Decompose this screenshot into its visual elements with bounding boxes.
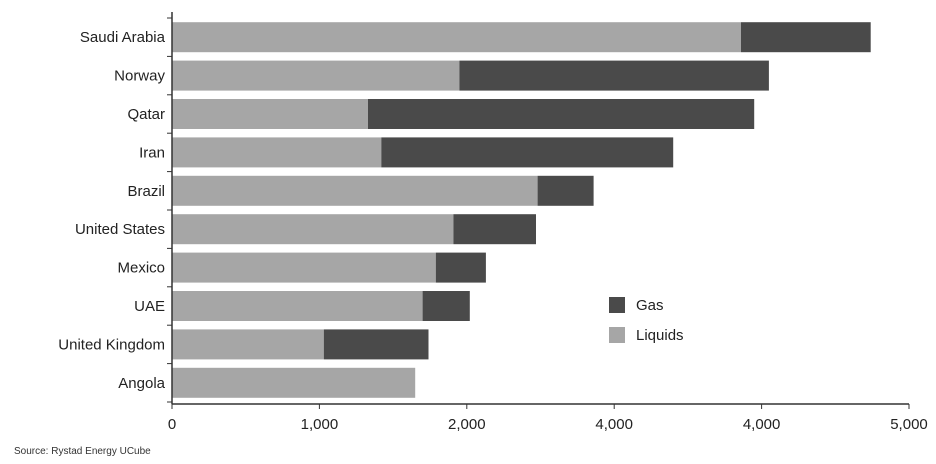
category-label: Norway xyxy=(114,68,165,85)
bar-liquids-mexico xyxy=(172,252,436,283)
bar-liquids-norway xyxy=(172,60,460,91)
bar-gas-norway xyxy=(459,60,769,91)
bar-liquids-united-states xyxy=(172,214,454,245)
x-tick-label: 1,000 xyxy=(301,416,339,433)
bar-liquids-iran xyxy=(172,137,382,168)
x-tick-label: 4,000 xyxy=(595,416,633,433)
bar-gas-mexico xyxy=(435,252,486,283)
category-label: Saudi Arabia xyxy=(80,29,166,46)
category-label: Angola xyxy=(118,375,165,392)
category-label: Mexico xyxy=(117,260,165,277)
bar-liquids-uae xyxy=(172,291,423,321)
bar-liquids-qatar xyxy=(172,99,368,129)
category-label: UAE xyxy=(134,298,165,315)
x-tick-label: 2,000 xyxy=(448,416,486,433)
bar-gas-uae xyxy=(422,291,470,321)
category-label: Brazil xyxy=(127,183,165,200)
bar-gas-united-states xyxy=(453,214,536,245)
bar-liquids-brazil xyxy=(172,175,538,206)
legend-swatch-gas xyxy=(609,297,625,313)
bar-gas-saudi-arabia xyxy=(741,22,871,53)
legend-label-liquids: Liquids xyxy=(636,327,684,344)
x-tick-label: 4,000 xyxy=(743,416,781,433)
bar-liquids-united-kingdom xyxy=(172,329,324,360)
bar-gas-united-kingdom xyxy=(323,329,429,360)
bar-gas-iran xyxy=(381,137,674,168)
category-label: United Kingdom xyxy=(58,336,165,353)
legend-label-gas: Gas xyxy=(636,297,664,314)
bar-gas-brazil xyxy=(537,175,594,206)
legend-swatch-liquids xyxy=(609,327,625,343)
x-tick-label: 5,000 xyxy=(890,416,928,433)
x-tick-label: 0 xyxy=(168,416,176,433)
category-label: Qatar xyxy=(127,106,165,123)
category-label: United States xyxy=(75,221,165,238)
category-label: Iran xyxy=(139,144,165,161)
bar-gas-qatar xyxy=(368,99,755,129)
source-note: Source: Rystad Energy UCube xyxy=(14,446,151,457)
bar-liquids-angola xyxy=(172,367,416,398)
bar-liquids-saudi-arabia xyxy=(172,22,741,53)
